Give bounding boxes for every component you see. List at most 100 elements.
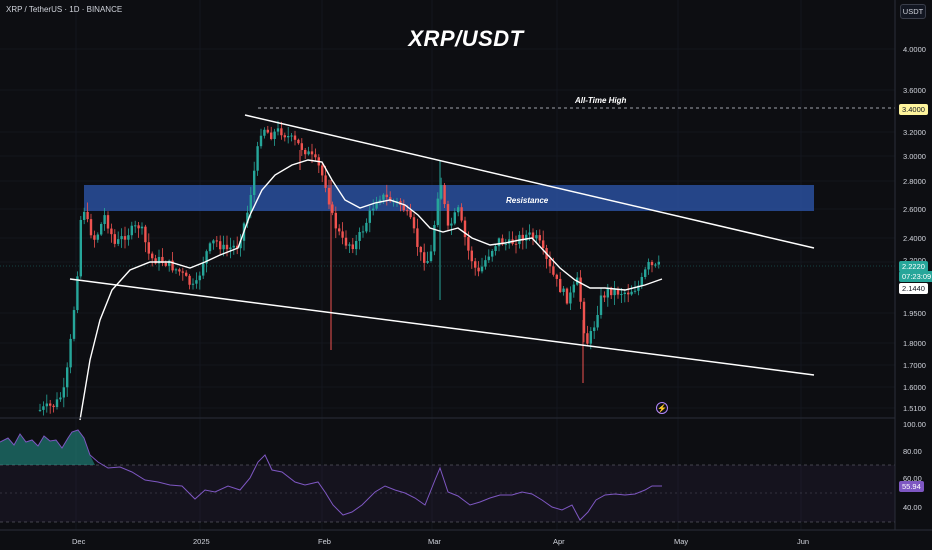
- candle-body: [654, 264, 657, 266]
- candle-body: [86, 211, 89, 220]
- candle-body: [130, 225, 133, 236]
- candle-body: [484, 260, 487, 267]
- candle-body: [562, 288, 565, 292]
- candle-body: [640, 276, 643, 286]
- candle-body: [253, 170, 256, 196]
- candle-body: [66, 367, 69, 388]
- candle-body: [627, 292, 630, 295]
- candle-body: [467, 237, 470, 251]
- candle-body: [565, 288, 569, 304]
- candle-body: [93, 235, 96, 240]
- rsi-tick: 80.00: [903, 447, 922, 456]
- candles: [38, 120, 660, 416]
- rsi-tick: 40.00: [903, 503, 922, 512]
- time-tick: Mar: [428, 537, 441, 546]
- candle-body: [429, 251, 433, 262]
- candle-body: [372, 208, 375, 211]
- price-tick: 1.5100: [903, 404, 926, 413]
- candle-body: [49, 403, 52, 406]
- candle-body: [59, 397, 62, 400]
- candle-body: [630, 291, 633, 295]
- candle-body: [222, 244, 225, 250]
- candle-body: [501, 238, 504, 245]
- candle-body: [542, 240, 545, 249]
- candle-body: [42, 406, 45, 410]
- candle-body: [208, 243, 212, 252]
- candle-body: [623, 292, 626, 295]
- candle-body: [579, 277, 582, 302]
- candle-body: [525, 234, 528, 241]
- candle-body: [123, 236, 127, 240]
- candle-body: [637, 285, 640, 291]
- candle-body: [127, 235, 130, 240]
- candle-body: [239, 240, 242, 249]
- rsi-tick: 60.00: [903, 474, 922, 483]
- candle-body: [120, 236, 123, 240]
- candle-body: [644, 269, 647, 277]
- candle-body: [355, 240, 358, 250]
- candle-body: [582, 301, 586, 334]
- candle-body: [436, 198, 439, 226]
- price-tick: 1.7000: [903, 361, 926, 370]
- candle-body: [460, 207, 463, 221]
- rsi-line: [0, 429, 662, 521]
- candle-body: [535, 235, 538, 239]
- candle-body: [494, 246, 497, 251]
- candle-body: [514, 243, 518, 245]
- chart-title: XRP/USDT: [408, 26, 524, 51]
- candle-body: [504, 243, 507, 245]
- candle-body: [280, 128, 283, 136]
- candle-body: [382, 194, 385, 200]
- candle-body: [314, 154, 317, 158]
- candle-body: [351, 244, 354, 250]
- candle-body: [559, 278, 562, 292]
- candle-body: [338, 228, 341, 232]
- candle-body: [603, 295, 606, 298]
- candle-body: [157, 256, 161, 264]
- candle-body: [613, 289, 616, 296]
- candle-body: [375, 201, 378, 209]
- candle-body: [205, 251, 208, 264]
- candle-body: [171, 260, 174, 271]
- candle-body: [633, 290, 637, 292]
- currency-button[interactable]: USDT: [900, 4, 926, 19]
- lightning-icon[interactable]: ⚡: [656, 402, 668, 414]
- candle-body: [52, 405, 55, 408]
- candle-body: [300, 143, 303, 150]
- candle-body: [450, 223, 453, 226]
- candle-body: [266, 129, 269, 133]
- price-tick: 1.8000: [903, 339, 926, 348]
- candle-body: [647, 261, 650, 270]
- candle-body: [62, 387, 65, 398]
- countdown-tag: 07:23:09: [899, 271, 932, 282]
- candle-body: [589, 331, 592, 344]
- candle-body: [212, 240, 215, 244]
- candle-body: [457, 207, 460, 213]
- candle-body: [463, 220, 467, 238]
- candle-body: [215, 240, 218, 242]
- candle-body: [572, 284, 575, 293]
- symbol-info[interactable]: XRP / TetherUS · 1D · BINANCE: [6, 5, 123, 14]
- last-price-tag: 2.2220: [899, 261, 928, 272]
- candle-body: [273, 131, 276, 139]
- candle-body: [100, 224, 103, 235]
- candle-body: [106, 215, 110, 229]
- candle-body: [555, 274, 558, 279]
- candle-body: [256, 146, 259, 171]
- candle-body: [225, 244, 229, 250]
- lower-trendline: [69, 278, 815, 376]
- candle-body: [569, 292, 572, 304]
- candle-body: [487, 256, 490, 261]
- candle-body: [334, 212, 337, 229]
- resistance-label: Resistance: [506, 196, 549, 205]
- candle-body: [229, 247, 232, 250]
- candle-body: [246, 212, 249, 224]
- time-tick: Feb: [318, 537, 331, 546]
- candle-body: [657, 261, 660, 265]
- candle-body: [497, 238, 501, 247]
- candle-body: [144, 226, 147, 243]
- candle-body: [72, 310, 76, 339]
- candle-body: [290, 135, 293, 137]
- rsi-overbought-fill: [0, 430, 95, 465]
